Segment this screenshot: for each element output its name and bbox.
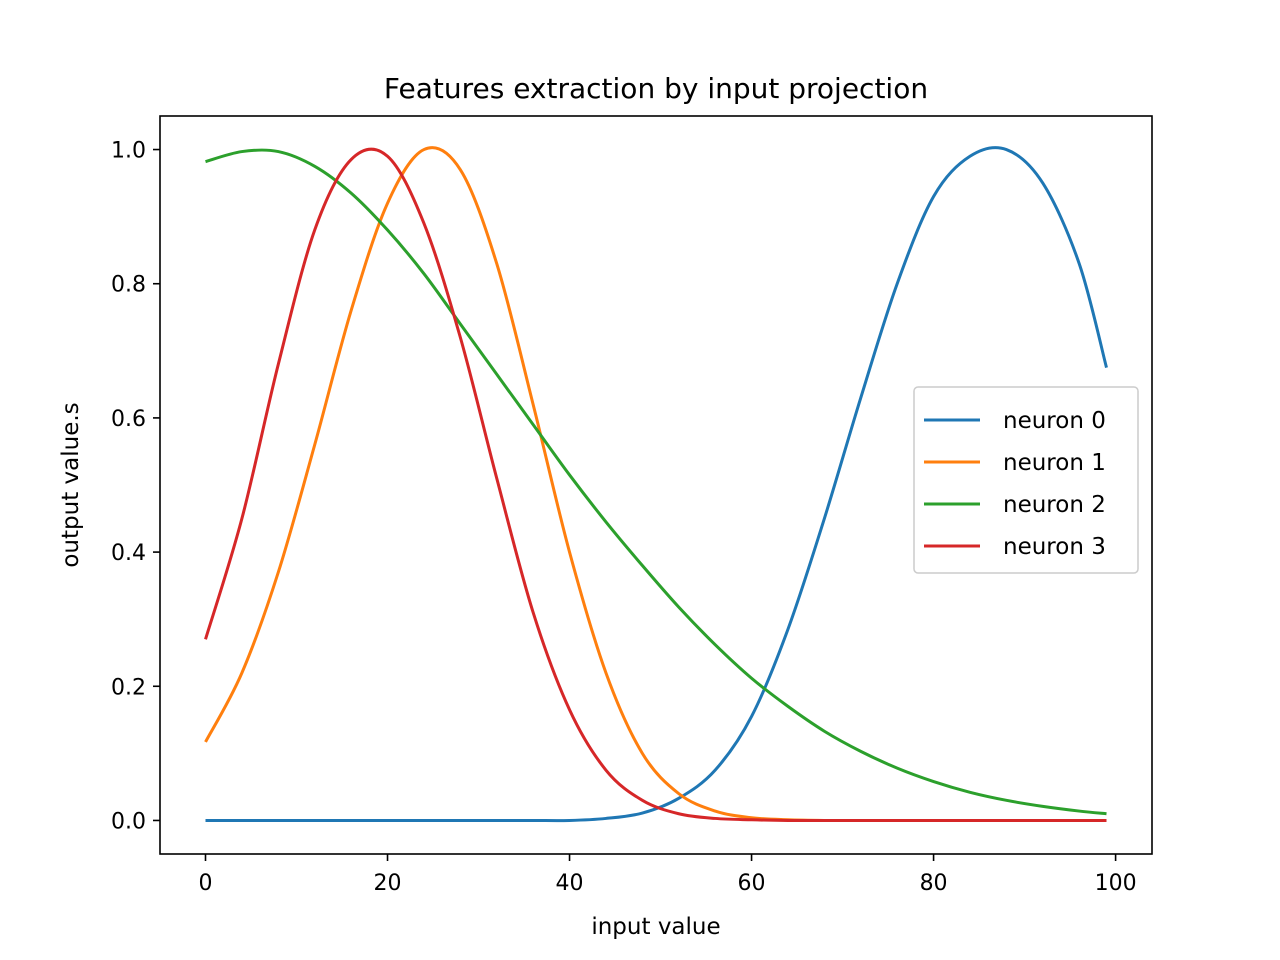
legend-label: neuron 2: [1003, 492, 1106, 518]
series-line-neuron-0: [205, 146, 1108, 823]
x-axis-ticks: 0 20 40 60 80 100: [199, 854, 1137, 896]
legend-label: neuron 3: [1003, 534, 1106, 560]
series-line-neuron-2: [205, 148, 1107, 816]
y-axis-label: output value.s: [58, 402, 84, 567]
legend-label: neuron 1: [1003, 450, 1106, 476]
legend-box: [913, 386, 1139, 574]
y-tick-label: 0.2: [111, 675, 146, 700]
y-tick-label: 1.0: [111, 139, 146, 164]
x-tick-label: 100: [1095, 871, 1137, 896]
x-tick-label: 40: [556, 871, 584, 896]
x-tick-label: 0: [199, 871, 213, 896]
y-tick-label: 0.6: [111, 407, 146, 432]
x-axis-label: input value: [591, 914, 720, 940]
y-tick-label: 0.8: [111, 273, 146, 298]
y-tick-label: 0.0: [111, 809, 146, 834]
x-tick-label: 60: [738, 871, 766, 896]
x-tick-label: 80: [920, 871, 948, 896]
legend-label: neuron 0: [1003, 408, 1106, 434]
series-layer: [204, 146, 1108, 823]
series-line-neuron-3: [204, 147, 1107, 823]
y-tick-label: 0.4: [111, 541, 146, 566]
x-tick-label: 20: [374, 871, 402, 896]
y-axis-ticks: 0.0 0.2 0.4 0.6 0.8 1.0: [111, 139, 160, 834]
chart-title: Features extraction by input projection: [384, 72, 928, 105]
legend: neuron 0 neuron 1 neuron 2 neuron 3: [913, 386, 1139, 574]
axes-frame: [159, 115, 1153, 855]
